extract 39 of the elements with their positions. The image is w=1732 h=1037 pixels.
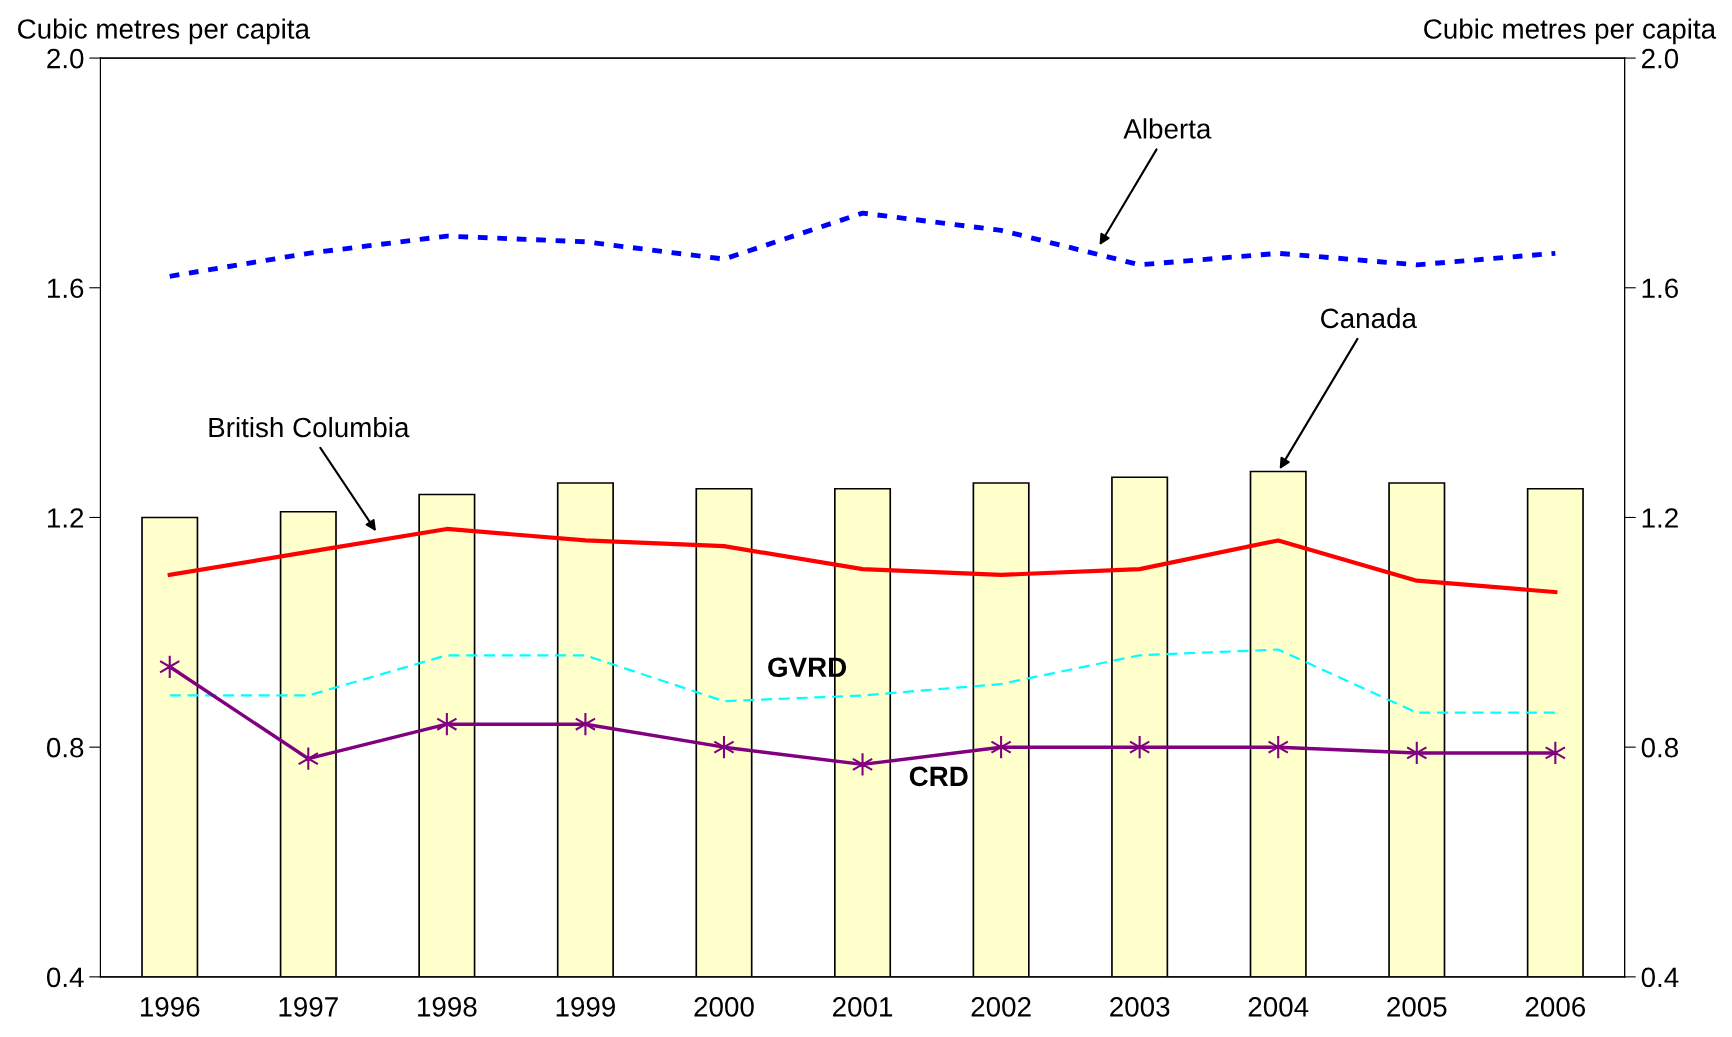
line-series xyxy=(167,210,1558,279)
x-tick-label: 2001 xyxy=(833,997,893,1017)
y2-tick-label: 0.4 xyxy=(1641,967,1679,988)
x-tick-label: 1996 xyxy=(140,997,200,1017)
y-tick-label: 0.4 xyxy=(46,967,84,988)
y-tick-label: 0.8 xyxy=(46,737,84,758)
x-tick-label: 1998 xyxy=(418,997,477,1017)
y-tick-label: 2.0 xyxy=(47,48,84,69)
text: British Columbia xyxy=(209,416,410,438)
text: Canada xyxy=(1321,307,1417,329)
point xyxy=(990,735,1012,760)
y2-tick-label: 1.2 xyxy=(1642,508,1678,528)
x-tick-label: 1997 xyxy=(279,997,338,1017)
text: Alberta xyxy=(1123,118,1212,139)
point xyxy=(574,712,597,737)
line-series xyxy=(168,648,1557,714)
point xyxy=(297,746,319,771)
point xyxy=(159,654,181,679)
point xyxy=(851,752,874,777)
y-axis-title: Cubic metres per capita xyxy=(18,18,310,45)
x-tick-label: 2000 xyxy=(694,997,754,1017)
x-tick-label: 2002 xyxy=(971,997,1031,1017)
line-series xyxy=(167,526,1558,595)
y2-tick-label: 2.0 xyxy=(1641,48,1679,69)
y2-axis-title: Cubic metres per capita xyxy=(1424,18,1717,45)
y-tick-label: 1.2 xyxy=(47,508,84,528)
y2-tick-label: 1.6 xyxy=(1642,278,1678,299)
point xyxy=(713,735,735,760)
x-tick-label: 2005 xyxy=(1387,997,1447,1017)
y2-tick-label: 0.8 xyxy=(1641,737,1678,758)
point xyxy=(436,712,458,737)
x-tick-label: 2004 xyxy=(1248,997,1309,1017)
series-label: CRD xyxy=(909,766,968,787)
x-tick-label: 2003 xyxy=(1110,997,1170,1017)
x-tick-label: 2006 xyxy=(1525,997,1586,1017)
point xyxy=(1128,735,1151,760)
y-tick-label: 1.6 xyxy=(47,278,84,299)
point xyxy=(1267,735,1289,760)
x-tick-label: 1999 xyxy=(556,997,615,1017)
